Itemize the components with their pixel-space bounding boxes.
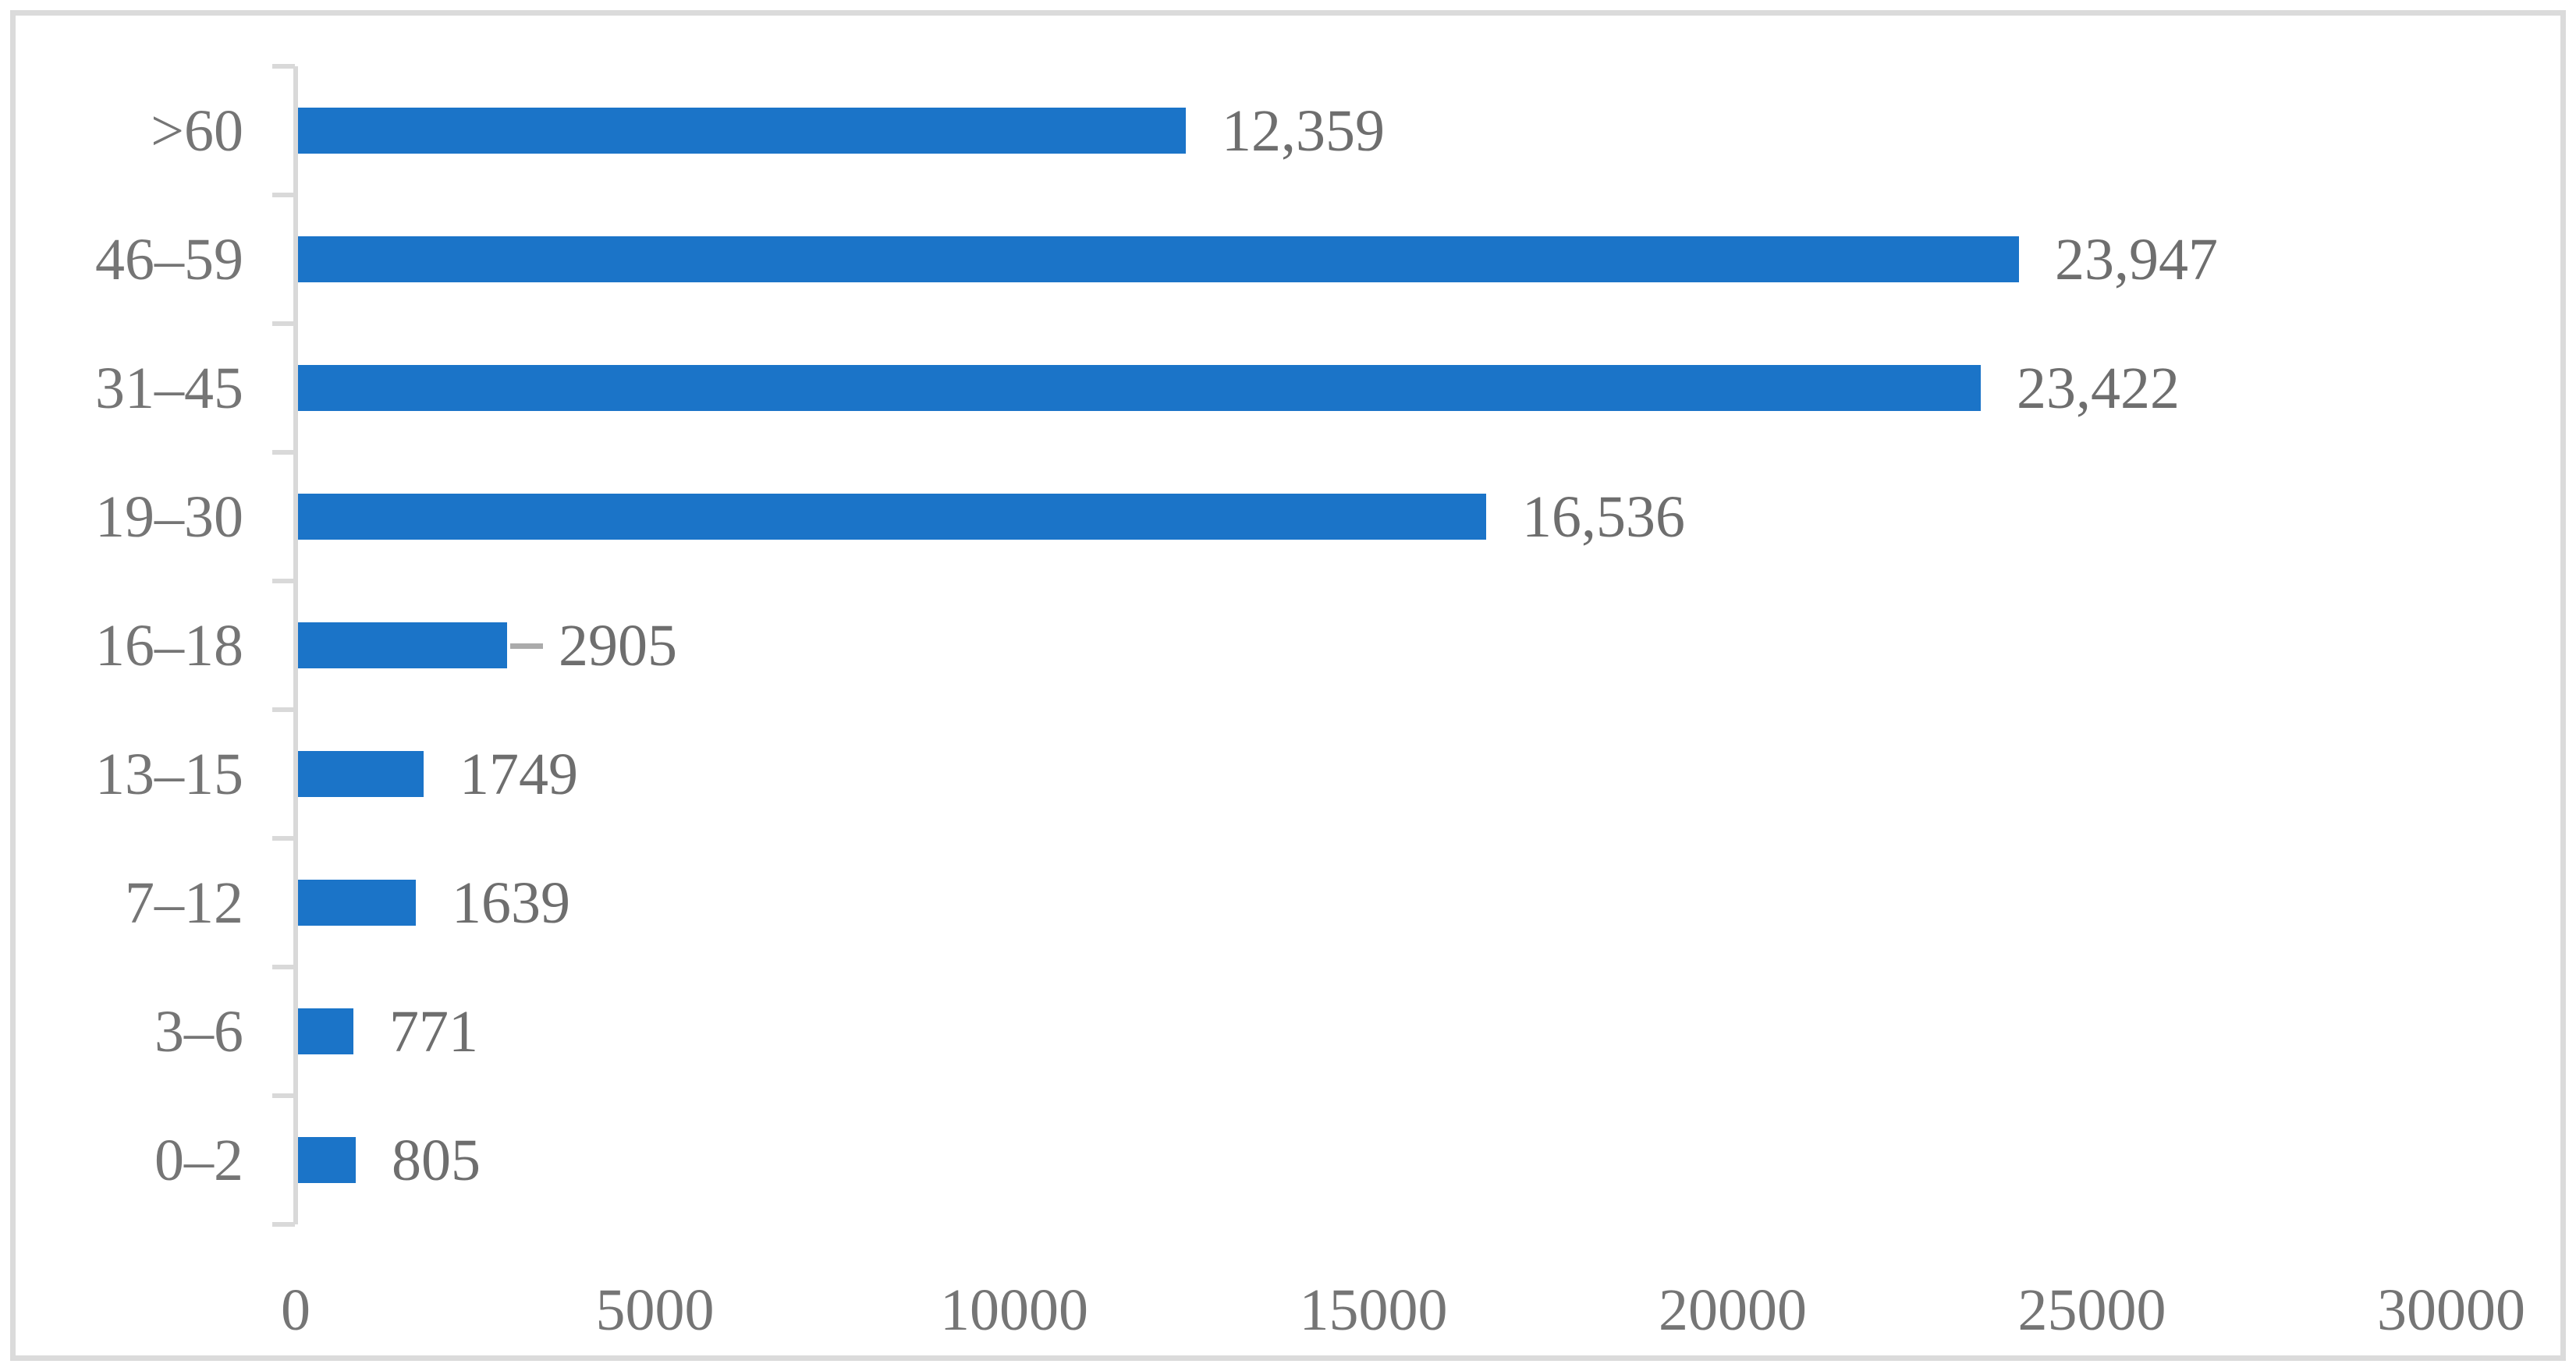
y-axis-tick <box>272 965 295 969</box>
x-axis-tick-label: 5000 <box>595 1277 715 1343</box>
y-axis-tick <box>272 579 295 583</box>
y-category-label: 3–6 <box>154 998 243 1065</box>
bar <box>298 108 1186 154</box>
y-category-label: >60 <box>151 97 243 164</box>
bar <box>298 365 1981 411</box>
data-label: 771 <box>389 998 478 1065</box>
bar <box>298 622 507 668</box>
x-axis-tick-label: 30000 <box>2377 1277 2525 1343</box>
y-axis-tick <box>272 193 295 197</box>
y-category-label: 46–59 <box>95 226 243 292</box>
x-axis-tick-label: 25000 <box>2017 1277 2166 1343</box>
x-axis-tick-label: 15000 <box>1299 1277 1448 1343</box>
data-label: 1639 <box>452 870 570 936</box>
x-axis-tick-label: 10000 <box>940 1277 1088 1343</box>
bar <box>298 880 416 926</box>
x-axis-tick-label: 20000 <box>1659 1277 1807 1343</box>
y-axis-tick <box>272 836 295 841</box>
y-axis-tick <box>272 1093 295 1098</box>
y-axis-tick <box>272 321 295 326</box>
bar <box>298 751 424 797</box>
data-label: 23,422 <box>2017 355 2180 421</box>
bar <box>298 1137 356 1183</box>
y-axis-tick <box>272 707 295 712</box>
y-axis-tick <box>272 1222 295 1227</box>
leader-line <box>510 643 543 649</box>
data-label: 16,536 <box>1522 484 1685 550</box>
data-label: 805 <box>392 1127 481 1193</box>
y-axis-tick <box>272 64 295 69</box>
bar <box>298 236 2019 282</box>
y-category-label: 0–2 <box>154 1127 243 1193</box>
x-axis-tick-label: 0 <box>281 1277 310 1343</box>
data-label: 2905 <box>559 612 677 678</box>
bar <box>298 1008 353 1054</box>
data-label: 1749 <box>459 741 578 807</box>
y-axis-tick <box>272 450 295 455</box>
bar <box>298 494 1486 540</box>
data-label: 23,947 <box>2055 226 2218 292</box>
y-category-label: 19–30 <box>95 484 243 550</box>
y-category-label: 13–15 <box>95 741 243 807</box>
y-category-label: 16–18 <box>95 612 243 678</box>
chart-border-frame <box>10 10 2566 1361</box>
y-category-label: 7–12 <box>125 870 243 936</box>
y-axis-line <box>293 66 298 1224</box>
y-category-label: 31–45 <box>95 355 243 421</box>
data-label: 12,359 <box>1222 97 1385 164</box>
